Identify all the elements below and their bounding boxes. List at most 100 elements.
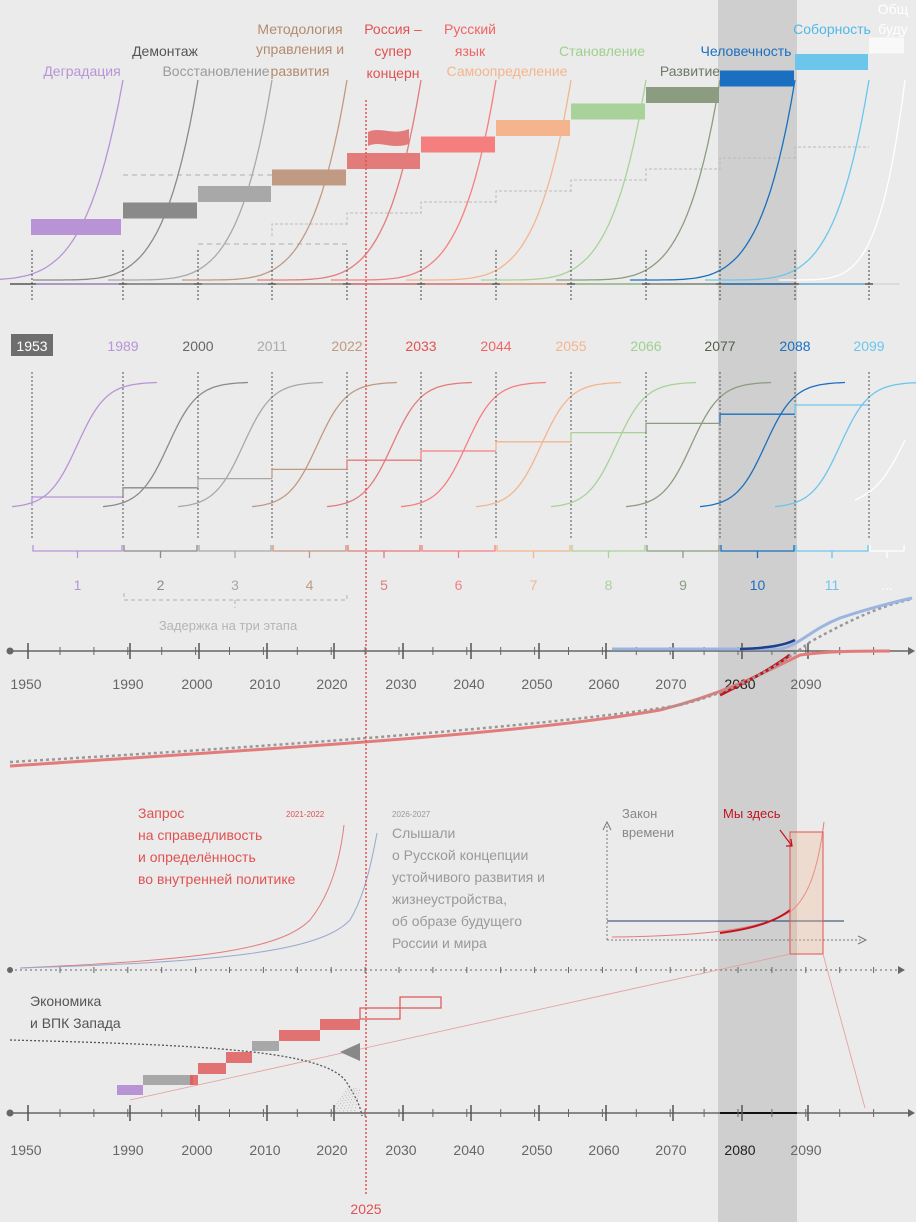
growth-curve-dark-blue [739, 638, 796, 651]
stage-title-9: Развитие [660, 63, 720, 79]
top-dashed-step [719, 157, 795, 170]
boundary-year-label: 2011 [257, 338, 287, 354]
bottom-timeline-year-label: 2020 [316, 1142, 347, 1158]
west-step-bar [190, 1075, 198, 1085]
stage-bracket [198, 545, 272, 558]
stage-title-2: Демонтаж [132, 43, 198, 59]
current-period-shade [718, 0, 797, 1222]
sigmoid-stage-curve [11, 381, 158, 508]
top-dashed-step [271, 223, 347, 236]
west-step-bar [117, 1085, 143, 1095]
timeline-year-label: 1950 [10, 676, 41, 692]
stage-title-11: Соборность [793, 21, 871, 37]
west-line-2: и ВПК Запада [30, 1015, 121, 1031]
bottom-timeline-year-label: 2070 [655, 1142, 686, 1158]
timeline-year-label: 2090 [790, 676, 821, 692]
stage-bracket [795, 545, 869, 558]
bottom-axis-arrowhead [898, 966, 905, 974]
west-step-bar [252, 1041, 279, 1051]
sigmoid-level-step [794, 404, 869, 414]
top-stage-bar [869, 37, 904, 54]
stage-title-10: Человечность [701, 43, 792, 59]
year-badge-box [11, 334, 53, 356]
timeline-year-label: 2010 [249, 676, 280, 692]
stage-bracket [571, 545, 646, 558]
stage-title-4: управления и [256, 41, 344, 57]
west-step-bar [279, 1030, 320, 1041]
stage-number: 3 [231, 577, 239, 593]
future-step-outline [359, 1007, 401, 1020]
heard-line-4: жизнеустройства, [392, 891, 507, 907]
west-step-bar [198, 1063, 226, 1074]
boundary-year-label: 2000 [182, 338, 213, 354]
request-line-2: на справедливость [138, 827, 262, 843]
inset-x-arrow [857, 935, 868, 945]
sigmoid-stage-curve [699, 381, 846, 508]
sigmoid-level-step [420, 450, 496, 460]
top-stage-bar [272, 169, 346, 186]
top-stage-curve [331, 79, 497, 281]
west-hatch [333, 1087, 351, 1115]
stage-number: 7 [530, 577, 538, 593]
sigmoid-stage-curve [475, 381, 622, 508]
timeline-arrowhead [908, 647, 915, 655]
top-stage-bar [123, 202, 197, 219]
heard-years: 2026-2027 [392, 810, 431, 819]
top-stage-bar [646, 87, 719, 103]
stage-title-1: Деградация [43, 63, 120, 79]
bottom-panel: 1950 1990 2000 2010 2020 2030 2040 2050 2060 2070… [6, 820, 915, 1158]
timeline-year-label: 2070 [655, 676, 686, 692]
law-of-time-inset: Закон времени Мы здесь [622, 806, 781, 840]
stage-bracket [421, 545, 496, 558]
top-stage-curve [0, 79, 124, 280]
sigmoid-stage-curve [625, 381, 772, 508]
timeline-year-label: 2050 [521, 676, 552, 692]
we-are-here-box [789, 831, 824, 955]
bottom-axis-dot [7, 967, 13, 973]
heard-line-5: об образе будущего [392, 913, 522, 929]
top-stage-curve [182, 79, 348, 281]
stage-number: ... [881, 577, 893, 593]
sigmoid-level-step [495, 441, 571, 451]
law-of-time-line-2: времени [622, 825, 674, 840]
top-stage-bar [31, 219, 121, 235]
timeline-year-label: 2030 [385, 676, 416, 692]
stage-title-5: Россия – [364, 21, 422, 37]
timeline-year-label: 2000 [181, 676, 212, 692]
timeline-year-label: 2020 [316, 676, 347, 692]
heard-line-2: о Русской концепции [392, 847, 528, 863]
stage-title-4: Методология [257, 21, 342, 37]
boundary-year-label: 2055 [555, 338, 586, 354]
top-stage-bar [795, 54, 868, 70]
top-stage-bar [571, 103, 645, 120]
boundary-year-label: 2022 [331, 338, 362, 354]
stage-brackets-panel: 1 2 3 4 5 6 7 8 9 10 11... [32, 545, 905, 608]
heard-curve [19, 832, 378, 969]
boundary-year-label: 2099 [853, 338, 884, 354]
bottom-timeline-year-label: 2090 [790, 1142, 821, 1158]
request-annotation: Запрос на справедливость и определённост… [138, 805, 325, 887]
timeline-year-label: 2060 [588, 676, 619, 692]
marker-year-label: 2025 [350, 1201, 381, 1217]
stage-title-12: буду [878, 21, 907, 37]
bottom-timeline-arrowhead [908, 1109, 915, 1117]
sigmoid-stage-curve [400, 381, 547, 508]
west-hatch [329, 1087, 349, 1115]
year-badge: 1953 [11, 334, 53, 356]
growth-curve-dotted [9, 597, 913, 764]
delay-label: Задержка на три этапа [159, 618, 298, 633]
bottom-timeline-year-label: 2030 [385, 1142, 416, 1158]
stage-bracket [646, 545, 720, 558]
inset-y-arrow [602, 820, 612, 831]
top-stage-bar [720, 70, 794, 87]
future-step-outline [399, 996, 442, 1009]
year-badge-label: 1953 [16, 338, 47, 354]
west-annotation: Экономика и ВПК Запада [30, 993, 121, 1031]
delay-bracket [123, 593, 348, 608]
boundary-year-label: 1989 [107, 338, 138, 354]
request-curve [19, 824, 345, 969]
we-are-here-arrow [779, 829, 793, 847]
west-step-bar [143, 1075, 193, 1085]
stage-title-6: Русский [444, 21, 496, 37]
stage-title-7: Самоопределение [447, 63, 568, 79]
